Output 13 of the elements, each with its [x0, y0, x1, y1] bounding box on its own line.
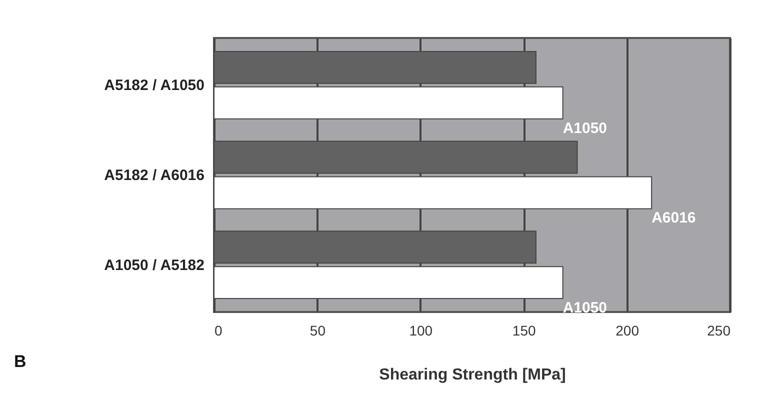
text: B — [14, 352, 26, 371]
annotation: A6016 — [652, 210, 696, 227]
annotation: A1050 — [562, 120, 608, 137]
x-tick-label: 0 — [214, 322, 222, 338]
y-tick-label: A1050 / A5182 — [104, 256, 204, 274]
x-tick-label: 150 — [512, 322, 536, 338]
x-tick-label: 100 — [409, 322, 433, 338]
x-axis-title: Shearing Strength [MPa] — [379, 366, 566, 384]
x-tick-label: 200 — [616, 322, 640, 338]
y-tick-label: A5182 / A6016 — [104, 167, 204, 184]
y-tick-label: A5182 / A1050 — [104, 77, 204, 94]
x-tick-label: 250 — [707, 322, 731, 338]
x-tick-label: 50 — [310, 322, 326, 338]
